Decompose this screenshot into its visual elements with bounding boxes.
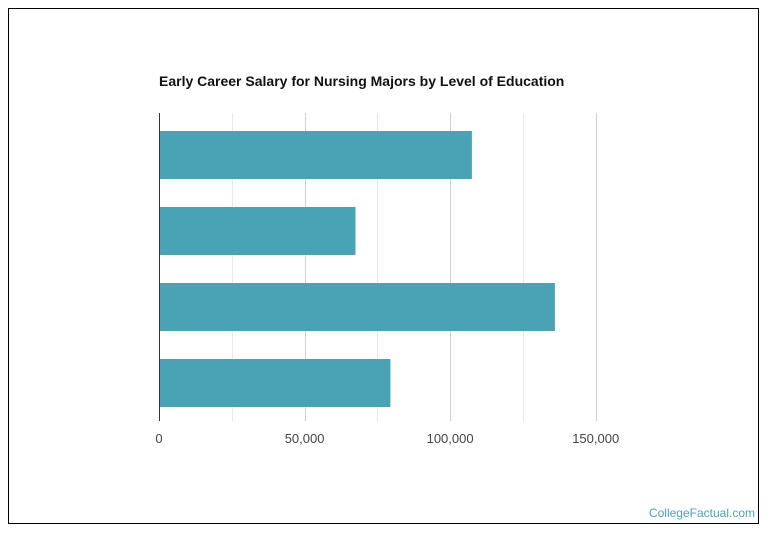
chart-frame xyxy=(8,8,759,524)
x-tick-label: 100,000 xyxy=(427,431,474,446)
x-tick-label: 0 xyxy=(155,431,162,446)
x-tick-label: 50,000 xyxy=(285,431,325,446)
bars xyxy=(159,131,555,407)
site-credit[interactable]: CollegeFactual.com xyxy=(648,506,755,520)
bar-2 xyxy=(159,207,356,255)
bar-3 xyxy=(159,283,555,331)
bar-1 xyxy=(159,131,472,179)
bar-4 xyxy=(159,359,391,407)
x-tick-labels: 0 50,000 100,000 150,000 xyxy=(155,431,619,446)
chart-title: Early Career Salary for Nursing Majors b… xyxy=(159,73,565,89)
x-tick-label: 150,000 xyxy=(572,431,619,446)
